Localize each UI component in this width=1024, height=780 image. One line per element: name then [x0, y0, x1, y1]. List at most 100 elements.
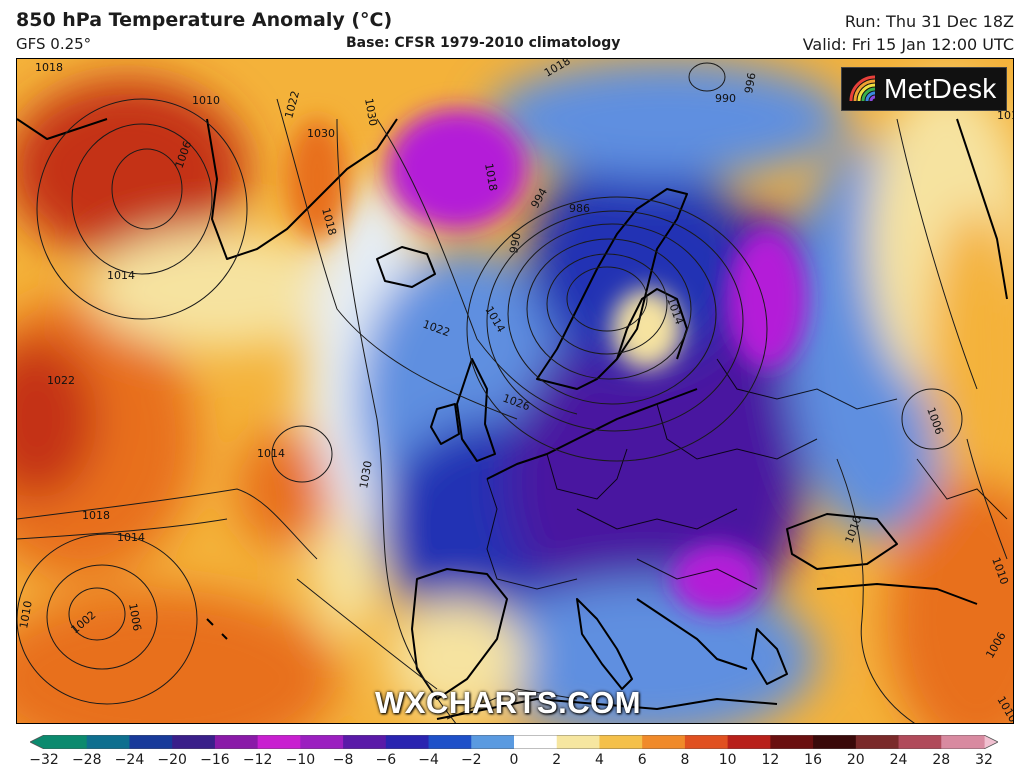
- colorbar-tick-label: 16: [804, 752, 822, 768]
- isobar-label: 1014: [257, 447, 285, 460]
- metdesk-logo-icon: [849, 75, 876, 102]
- map-canvas: 1018 1010 1006 1014 1022 1030 1030 1018 …: [17, 59, 1014, 723]
- southwest-warm: [17, 589, 337, 723]
- central-europe-border: [576, 508, 738, 530]
- colorbar-tick-label: −12: [242, 752, 273, 768]
- colorbar-segment: [514, 735, 558, 749]
- north-africa-coast: [436, 698, 778, 720]
- isobar-label: 1030: [362, 97, 380, 127]
- isobar-1006-east: [966, 438, 1008, 560]
- eastern-europe-border: [656, 403, 818, 460]
- anomaly-field: [17, 59, 1013, 723]
- isobar-1022: [276, 98, 518, 420]
- isobar-1014-east: [896, 118, 978, 390]
- colorbar-segment: [428, 735, 472, 749]
- run-time-label: Run: Thu 31 Dec 18Z: [844, 12, 1014, 31]
- greenland-coast: [206, 118, 398, 260]
- isobar-1018-west: [17, 488, 318, 560]
- colorbar-segment: [898, 735, 942, 749]
- balkans-coast: [636, 598, 748, 670]
- scandinavia-coast: [536, 188, 688, 390]
- valid-time-label: Valid: Fri 15 Jan 12:00 UTC: [802, 35, 1014, 54]
- colorbar-tick-label: −20: [157, 752, 187, 768]
- isobar-low-scandinavia-4: [507, 223, 717, 405]
- colorbar-tick-label: 0: [509, 752, 519, 768]
- chart-title: 850 hPa Temperature Anomaly (°C): [16, 9, 393, 31]
- colorbar-segment: [214, 735, 259, 749]
- colorbar-tick-label: 28: [932, 752, 951, 768]
- black-sea-coast: [786, 513, 898, 570]
- colorbar-segment: [727, 735, 771, 749]
- east-warm: [927, 209, 1013, 509]
- iceland-coast: [376, 246, 436, 288]
- colorbar-tick-label: 10: [718, 752, 737, 768]
- labrador-coast: [17, 118, 108, 140]
- isobar-label: 996: [742, 72, 758, 95]
- isobar-low-scandinavia-6: [466, 196, 768, 462]
- colorbar-segment: [86, 735, 131, 749]
- colorbar-segment: [471, 735, 515, 749]
- isobar-label: 990: [507, 232, 523, 255]
- colorbar-tick-label: 32: [975, 752, 993, 768]
- isobar-labels: 1018 1010 1006 1014 1022 1030 1030 1018 …: [17, 59, 1014, 723]
- isobar-low-scandinavia-2: [546, 253, 668, 355]
- colorbar-segments: [30, 735, 998, 749]
- canaries: [206, 618, 228, 640]
- isobar-low-scandinavia-5: [486, 210, 744, 432]
- colorbar-tick-label: −28: [71, 752, 102, 768]
- isobar-low-southwest-3: [17, 533, 198, 705]
- metdesk-logo-text: MetDesk: [884, 73, 997, 104]
- colorbar-segment: [855, 735, 900, 749]
- colorbar-segment: [257, 735, 301, 749]
- isobar-low-labrador-3: [36, 98, 248, 320]
- north-cool: [487, 59, 847, 179]
- colorbar-segment: [770, 735, 814, 749]
- mediterranean-cool: [477, 579, 817, 723]
- middle-east-warm: [887, 479, 1013, 723]
- isobar-1010-east: [836, 458, 916, 723]
- greece-coast: [751, 628, 788, 685]
- colorbar-tick-label: −6: [375, 752, 397, 768]
- wxcharts-watermark: WXCHARTS.COM: [375, 685, 642, 720]
- labrador-warm: [17, 79, 247, 259]
- colorbar-tick-label: −32: [29, 752, 59, 768]
- isobar-label: 1030: [307, 127, 335, 140]
- isobar-label: 1022: [47, 374, 75, 387]
- colorbar-segment: [599, 735, 643, 749]
- isobar-label: 1006: [126, 602, 144, 632]
- atlantic-warm-lobe: [237, 429, 337, 549]
- isobar-label: 1030: [357, 460, 375, 490]
- colorbar-arrow-low: [30, 735, 44, 749]
- colorbar-segment: [642, 735, 686, 749]
- climatology-base-label: Base: CFSR 1979-2010 climatology: [346, 35, 621, 51]
- temperature-anomaly-map: 1018 1010 1006 1014 1022 1030 1030 1018 …: [16, 58, 1014, 724]
- model-label: GFS 0.25°: [16, 35, 92, 53]
- gulf-of-bothnia: [616, 288, 688, 360]
- scandinavia-cold: [527, 149, 747, 369]
- isobar-label: 1010: [192, 94, 220, 107]
- colorbar-segment: [684, 735, 729, 749]
- isobar-label: 1014: [997, 109, 1014, 122]
- isobar-1014-west: [17, 518, 228, 540]
- greenland-extreme-cold: [387, 109, 527, 229]
- colorbar-tick-label: −10: [285, 752, 316, 768]
- russia-border: [716, 358, 898, 410]
- colorbar: [30, 735, 998, 749]
- colorbar-arrow-high: [984, 735, 998, 749]
- isobar-label: 1010: [17, 600, 35, 630]
- north-africa-border: [446, 688, 578, 720]
- finland-mild: [612, 289, 682, 369]
- isobar-label: 990: [715, 92, 736, 105]
- france-border: [486, 478, 578, 590]
- ireland-coast: [430, 403, 460, 445]
- isobar-label: 1018: [482, 162, 500, 192]
- colorbar-segment: [556, 735, 601, 749]
- isobar-low-southwest-2: [46, 564, 158, 670]
- colorbar-tick-label: 20: [846, 752, 865, 768]
- iberia-coast: [411, 568, 508, 700]
- balkans-border: [636, 558, 758, 590]
- isobar-label: 1014: [107, 269, 135, 282]
- isobar-low-labrador-2: [71, 123, 213, 275]
- colorbar-tick-label: 6: [637, 752, 647, 768]
- colorbar-tick-label: −2: [460, 752, 482, 768]
